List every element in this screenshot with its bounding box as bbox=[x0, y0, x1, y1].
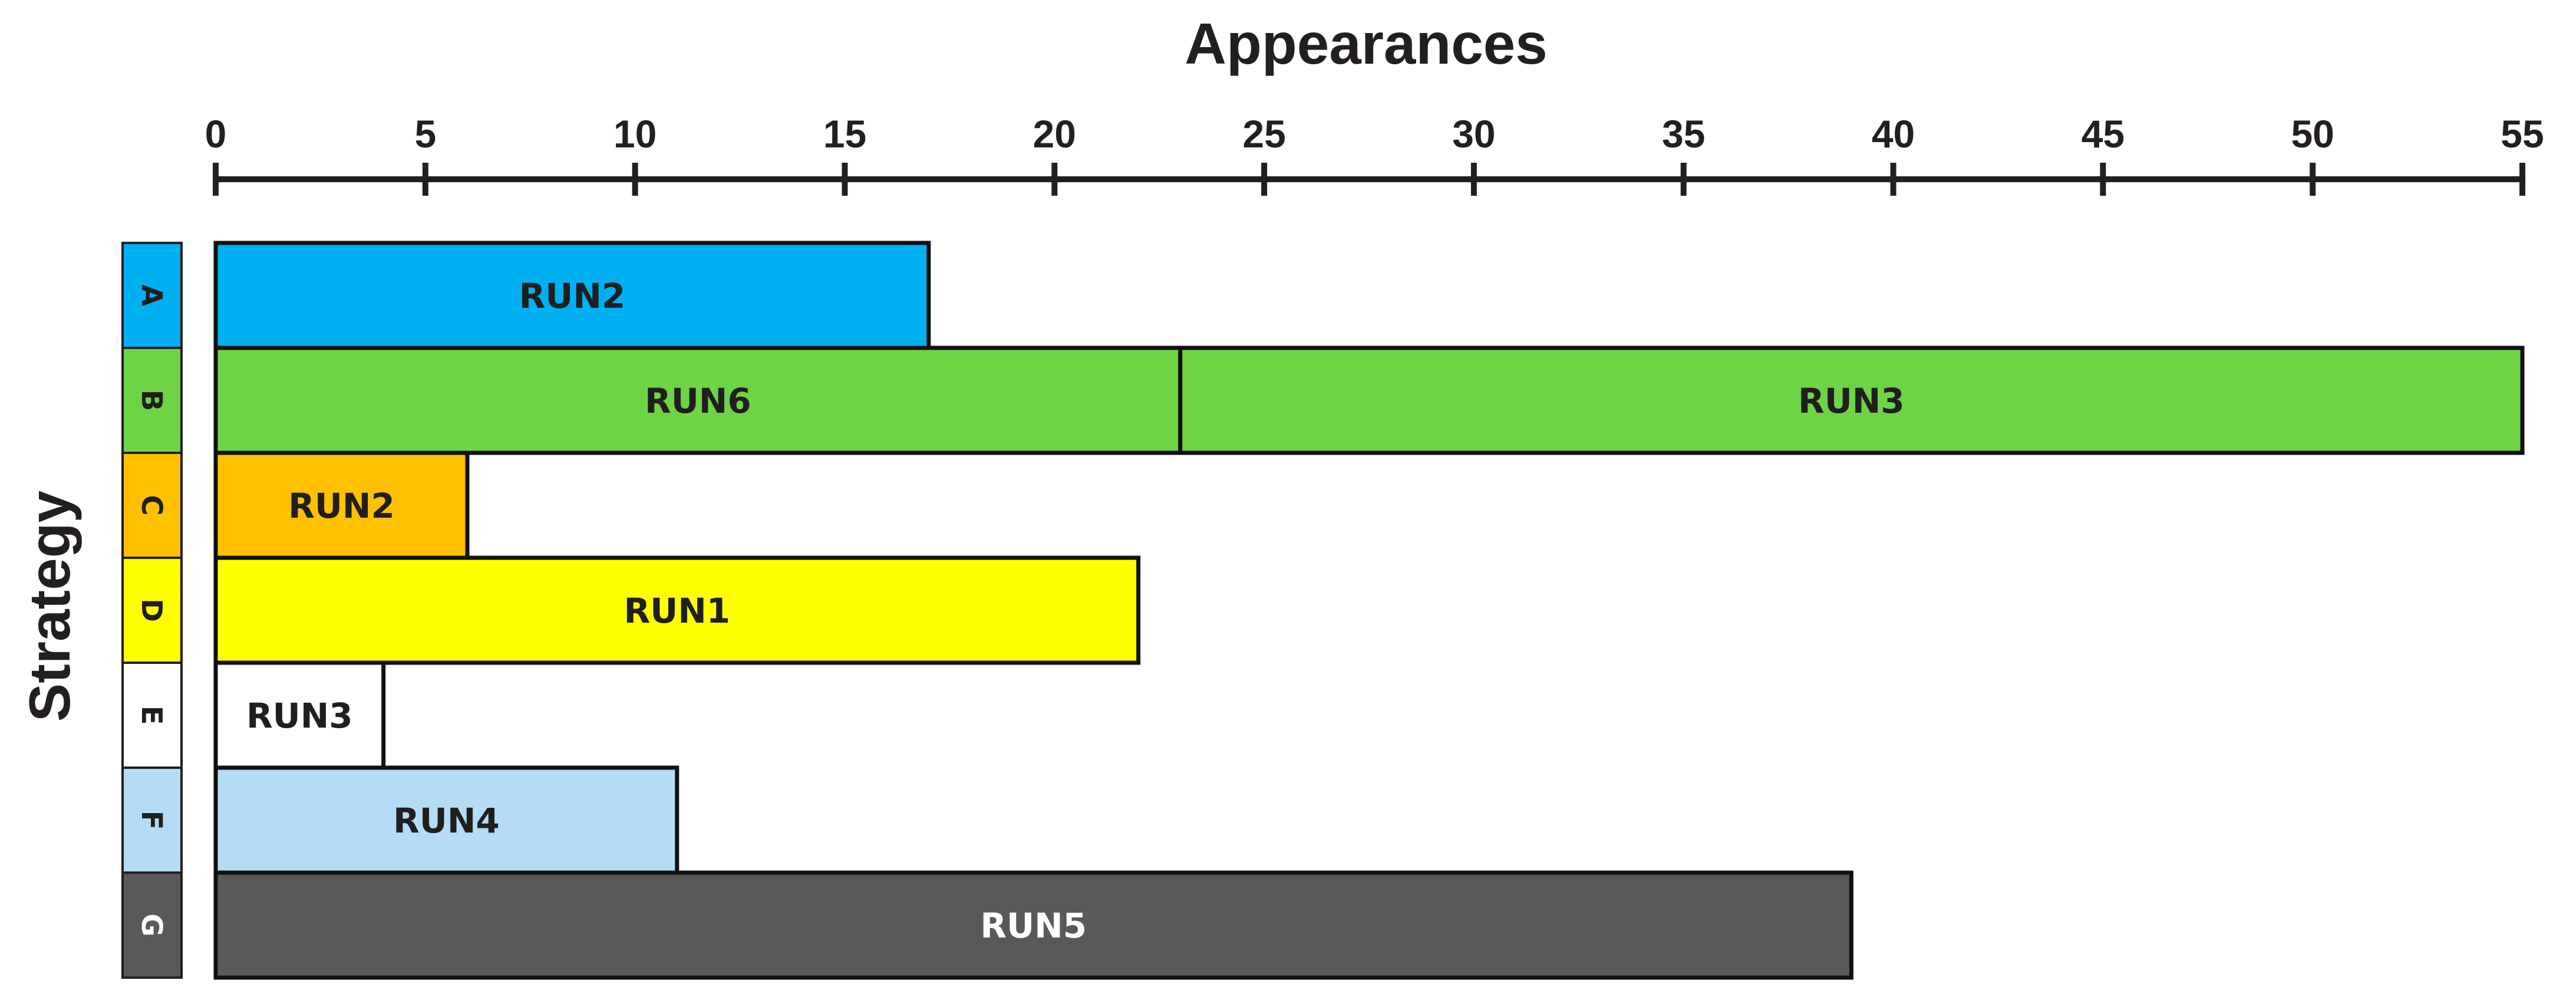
bar-segment bbox=[213, 870, 1853, 980]
segment-label: RUN6 bbox=[645, 381, 751, 421]
segment-label: RUN2 bbox=[519, 276, 626, 316]
x-tick-label: 45 bbox=[2082, 112, 2125, 156]
bar-segment bbox=[213, 765, 680, 875]
bar-segment bbox=[213, 346, 1183, 455]
category-label: A bbox=[135, 284, 168, 306]
bar-segment bbox=[213, 450, 470, 560]
x-tick-label: 30 bbox=[1452, 112, 1495, 156]
segment-label: RUN3 bbox=[1798, 381, 1905, 421]
x-tick-label: 20 bbox=[1033, 112, 1076, 156]
x-tick-label: 35 bbox=[1662, 112, 1705, 156]
category-strip: A B C D E F G bbox=[121, 242, 183, 979]
x-tick-label: 40 bbox=[1872, 112, 1915, 156]
bar-segment bbox=[1178, 346, 2525, 455]
segment-label: RUN1 bbox=[624, 591, 730, 631]
x-tick-label: 0 bbox=[205, 112, 227, 156]
category-swatch bbox=[121, 242, 183, 349]
bar-segment bbox=[213, 660, 386, 770]
segment-label: RUN3 bbox=[246, 696, 353, 736]
x-tick-label: 55 bbox=[2501, 112, 2544, 156]
segment-label: RUN5 bbox=[980, 906, 1087, 946]
y-axis-title: Strategy bbox=[17, 491, 82, 722]
category-swatch bbox=[121, 452, 183, 559]
x-tick-label: 25 bbox=[1242, 112, 1285, 156]
x-tick-label: 15 bbox=[823, 112, 866, 156]
x-axis: 0 5 10 15 20 25 30 35 40 45 50 55 bbox=[205, 112, 2544, 196]
category-label: E bbox=[135, 706, 168, 725]
category-label: D bbox=[135, 598, 168, 622]
x-tick-label: 50 bbox=[2291, 112, 2334, 156]
category-label: C bbox=[135, 495, 168, 515]
bars: RUN2 RUN6 RUN3 RUN2 RUN1 RUN3 RUN4 RUN5 bbox=[213, 241, 2525, 980]
category-swatch bbox=[121, 662, 183, 769]
x-axis-title: Appearances bbox=[1185, 11, 1548, 76]
category-label: F bbox=[135, 811, 168, 830]
segment-label: RUN2 bbox=[288, 486, 395, 526]
category-swatch bbox=[121, 871, 183, 979]
category-label: B bbox=[135, 390, 168, 412]
x-tick-label: 10 bbox=[614, 112, 657, 156]
segment-label: RUN4 bbox=[393, 801, 500, 841]
x-tick-label: 5 bbox=[414, 112, 436, 156]
category-label: G bbox=[135, 913, 168, 936]
bar-segment bbox=[213, 241, 931, 350]
bar-segment bbox=[213, 555, 1141, 665]
